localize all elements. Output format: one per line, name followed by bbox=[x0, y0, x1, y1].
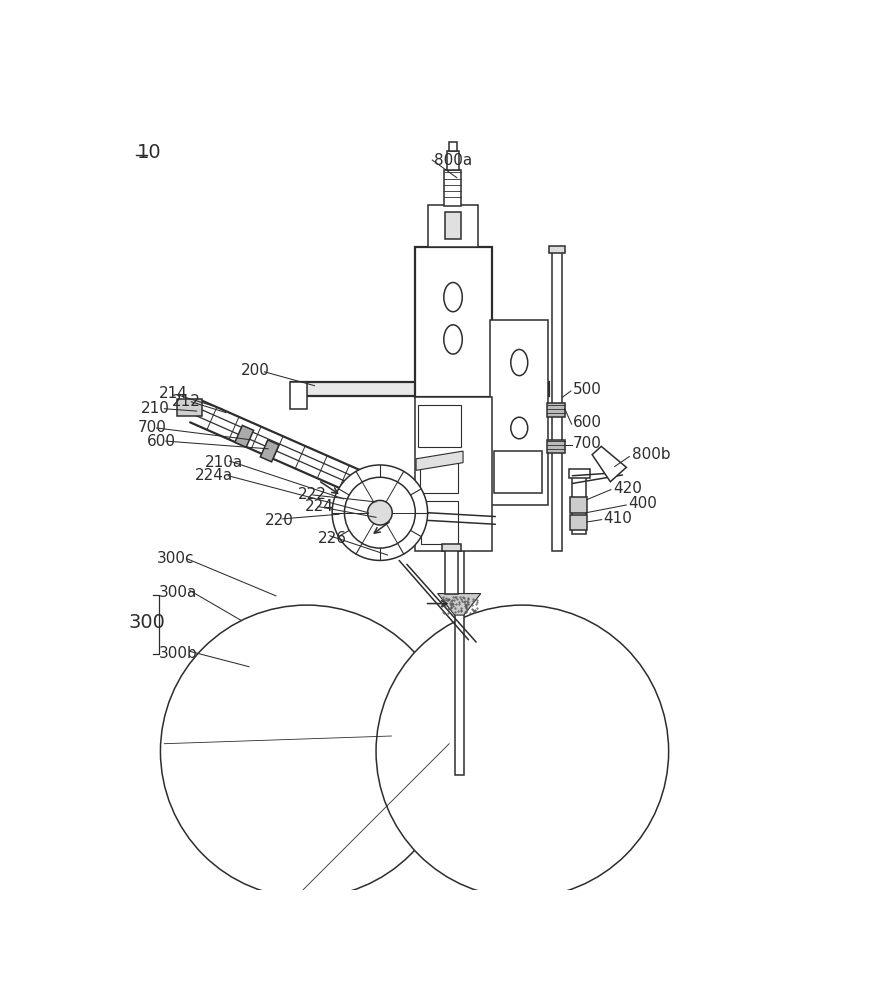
Ellipse shape bbox=[511, 349, 528, 376]
Bar bbox=[547, 403, 565, 417]
Bar bbox=[454, 547, 464, 774]
Text: 200: 200 bbox=[241, 363, 271, 378]
Circle shape bbox=[376, 605, 668, 898]
Bar bbox=[494, 451, 541, 493]
Bar bbox=[235, 425, 254, 447]
Ellipse shape bbox=[444, 282, 462, 312]
Bar bbox=[261, 440, 279, 462]
Bar bbox=[291, 382, 549, 396]
Text: 214: 214 bbox=[159, 386, 188, 401]
Bar bbox=[547, 440, 565, 453]
Bar bbox=[177, 399, 202, 416]
Text: 224a: 224a bbox=[195, 468, 233, 483]
Text: 210: 210 bbox=[142, 401, 170, 416]
Bar bbox=[443, 544, 461, 551]
Bar bbox=[447, 151, 460, 170]
Polygon shape bbox=[592, 446, 626, 482]
Text: 700: 700 bbox=[573, 436, 602, 451]
Bar bbox=[569, 469, 590, 478]
Bar bbox=[548, 246, 565, 253]
Circle shape bbox=[367, 500, 392, 525]
Bar bbox=[415, 247, 492, 397]
Text: 210a: 210a bbox=[205, 455, 244, 470]
Bar bbox=[573, 473, 586, 534]
Circle shape bbox=[344, 477, 416, 548]
Text: 10: 10 bbox=[137, 143, 162, 162]
Bar bbox=[490, 320, 547, 505]
Text: 212: 212 bbox=[172, 394, 201, 409]
Text: 800a: 800a bbox=[434, 153, 472, 168]
Bar bbox=[570, 515, 587, 530]
Polygon shape bbox=[416, 451, 463, 470]
Bar bbox=[427, 205, 478, 247]
Bar bbox=[418, 405, 461, 447]
Text: 300: 300 bbox=[128, 613, 165, 632]
Bar bbox=[444, 170, 461, 206]
Bar bbox=[570, 497, 587, 513]
Bar bbox=[552, 251, 563, 551]
Text: 300b: 300b bbox=[159, 646, 198, 661]
Bar bbox=[415, 397, 492, 551]
Text: 300c: 300c bbox=[157, 551, 194, 566]
Text: 222: 222 bbox=[297, 487, 326, 502]
Text: 800b: 800b bbox=[632, 447, 670, 462]
Bar bbox=[421, 501, 458, 544]
Circle shape bbox=[332, 465, 427, 560]
Bar bbox=[420, 459, 459, 493]
Text: 500: 500 bbox=[573, 382, 601, 397]
Text: 224: 224 bbox=[306, 499, 334, 514]
Ellipse shape bbox=[511, 417, 528, 439]
Text: 300a: 300a bbox=[159, 585, 197, 600]
Text: 220: 220 bbox=[264, 513, 293, 528]
Text: 226: 226 bbox=[318, 531, 348, 546]
Circle shape bbox=[160, 605, 453, 898]
Bar bbox=[444, 547, 459, 594]
Text: 410: 410 bbox=[603, 511, 632, 526]
Text: 600: 600 bbox=[573, 415, 602, 430]
Text: 600: 600 bbox=[147, 434, 176, 449]
Text: 400: 400 bbox=[629, 496, 658, 511]
Polygon shape bbox=[437, 594, 481, 615]
Text: 700: 700 bbox=[137, 420, 167, 436]
Ellipse shape bbox=[444, 325, 462, 354]
Text: 420: 420 bbox=[613, 481, 642, 496]
Bar bbox=[449, 142, 457, 151]
Bar bbox=[445, 212, 461, 239]
Bar bbox=[289, 382, 306, 409]
